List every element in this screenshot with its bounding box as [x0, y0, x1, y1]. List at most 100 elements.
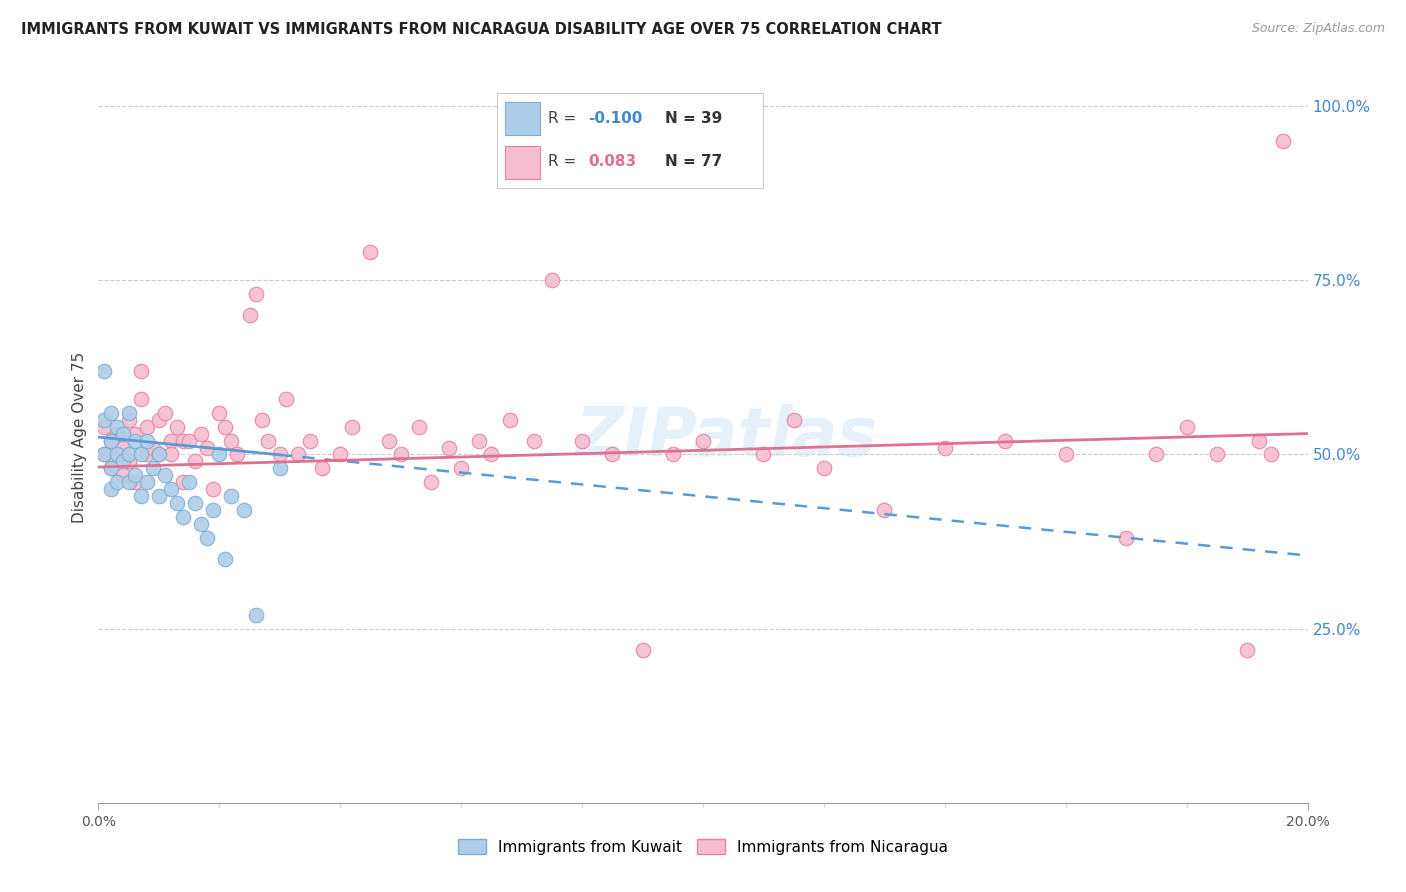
- Point: [124, 475, 146, 490]
- Point: [287, 448, 309, 462]
- Point: [208, 448, 231, 462]
- Point: [540, 273, 562, 287]
- Point: [195, 441, 218, 455]
- Point: [93, 412, 115, 426]
- Text: Source: ZipAtlas.com: Source: ZipAtlas.com: [1251, 22, 1385, 36]
- Point: [420, 475, 443, 490]
- Point: [148, 489, 170, 503]
- Point: [256, 434, 278, 448]
- Point: [202, 483, 225, 497]
- Point: [190, 517, 212, 532]
- Point: [239, 308, 262, 322]
- Point: [202, 503, 225, 517]
- Point: [118, 406, 141, 420]
- Point: [377, 434, 399, 448]
- Point: [190, 426, 212, 441]
- Point: [100, 461, 122, 475]
- Point: [129, 448, 152, 462]
- Point: [269, 448, 291, 462]
- Point: [437, 441, 460, 455]
- Point: [111, 468, 134, 483]
- Point: [135, 419, 157, 434]
- Point: [571, 434, 593, 448]
- Point: [1054, 448, 1077, 462]
- Point: [208, 406, 231, 420]
- Point: [118, 448, 141, 462]
- Point: [148, 412, 170, 426]
- Point: [631, 642, 654, 657]
- Point: [93, 448, 115, 462]
- Point: [692, 434, 714, 448]
- Point: [450, 461, 472, 475]
- Point: [105, 448, 128, 462]
- Point: [153, 468, 176, 483]
- Point: [142, 441, 165, 455]
- Point: [118, 475, 141, 490]
- Point: [1144, 448, 1167, 462]
- Point: [111, 454, 134, 468]
- Point: [311, 461, 333, 475]
- Point: [994, 434, 1017, 448]
- Point: [105, 448, 128, 462]
- Point: [160, 448, 183, 462]
- Point: [100, 461, 122, 475]
- Point: [118, 412, 141, 426]
- Point: [166, 496, 188, 510]
- Point: [245, 607, 267, 622]
- Point: [184, 454, 207, 468]
- Point: [129, 392, 152, 406]
- Point: [813, 461, 835, 475]
- Point: [269, 461, 291, 475]
- Point: [135, 448, 157, 462]
- Point: [783, 412, 806, 426]
- Point: [232, 503, 254, 517]
- Point: [498, 412, 520, 426]
- Point: [124, 426, 146, 441]
- Point: [142, 461, 165, 475]
- Point: [172, 475, 194, 490]
- Point: [166, 419, 188, 434]
- Point: [752, 448, 775, 462]
- Point: [179, 475, 201, 490]
- Point: [934, 441, 956, 455]
- Text: ZIPatlas: ZIPatlas: [576, 404, 879, 470]
- Point: [129, 364, 152, 378]
- Point: [221, 434, 243, 448]
- Point: [342, 419, 364, 434]
- Point: [100, 434, 122, 448]
- Text: IMMIGRANTS FROM KUWAIT VS IMMIGRANTS FROM NICARAGUA DISABILITY AGE OVER 75 CORRE: IMMIGRANTS FROM KUWAIT VS IMMIGRANTS FRO…: [21, 22, 942, 37]
- Point: [179, 434, 201, 448]
- Point: [111, 441, 134, 455]
- Point: [105, 475, 128, 490]
- Legend: Immigrants from Kuwait, Immigrants from Nicaragua: Immigrants from Kuwait, Immigrants from …: [451, 833, 955, 861]
- Point: [214, 419, 236, 434]
- Point: [873, 503, 896, 517]
- Point: [1272, 134, 1295, 148]
- Point: [1249, 434, 1271, 448]
- Point: [111, 426, 134, 441]
- Point: [274, 392, 297, 406]
- Point: [124, 468, 146, 483]
- Point: [523, 434, 546, 448]
- Point: [160, 483, 183, 497]
- Point: [214, 552, 236, 566]
- Point: [329, 448, 352, 462]
- Point: [148, 448, 170, 462]
- Point: [184, 496, 207, 510]
- Point: [172, 510, 194, 524]
- Point: [124, 434, 146, 448]
- Point: [118, 454, 141, 468]
- Point: [105, 419, 128, 434]
- Point: [221, 489, 243, 503]
- Y-axis label: Disability Age Over 75: Disability Age Over 75: [72, 351, 87, 523]
- Point: [360, 245, 382, 260]
- Point: [135, 434, 157, 448]
- Point: [100, 406, 122, 420]
- Point: [195, 531, 218, 545]
- Point: [160, 434, 183, 448]
- Point: [1175, 419, 1198, 434]
- Point: [135, 475, 157, 490]
- Point: [1260, 448, 1282, 462]
- Point: [408, 419, 430, 434]
- Point: [105, 426, 128, 441]
